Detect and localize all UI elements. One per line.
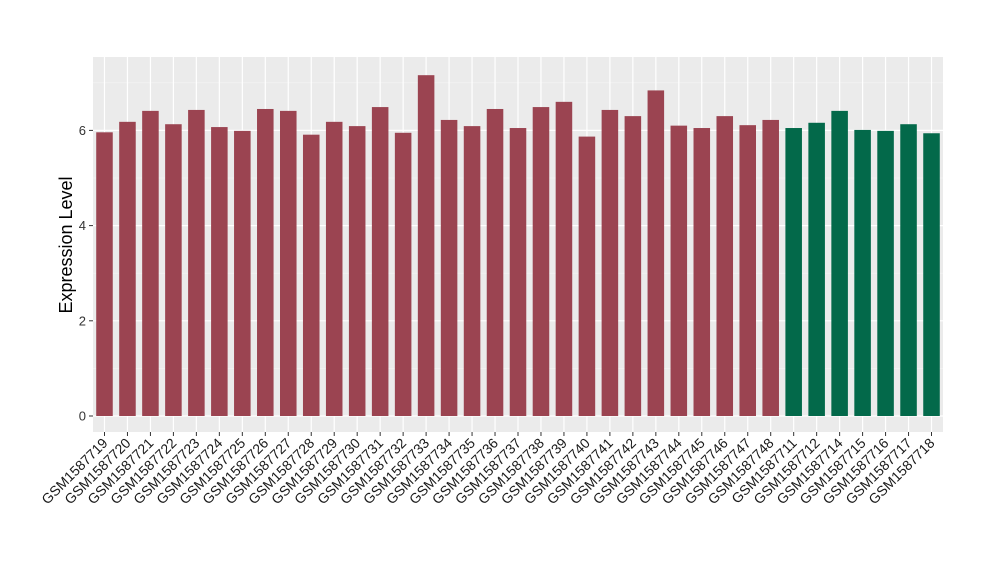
bar-GSM1587714 [831,110,848,416]
bar-GSM1587717 [900,124,917,416]
bar-GSM1587740 [578,136,596,416]
bar-GSM1587729 [325,121,343,416]
bar-GSM1587712 [808,122,825,416]
y-axis: 0 2 4 6 [79,123,93,424]
bar-GSM1587726 [257,108,274,416]
bar-GSM1587719 [96,132,113,416]
bar-GSM1587737 [509,128,527,416]
bar-GSM1587734 [440,119,458,416]
bar-GSM1587725 [234,130,251,416]
x-axis: GSM1587719GSM1587720GSM1587721GSM1587722… [38,432,938,507]
bar-GSM1587724 [211,127,228,417]
bar-GSM1587730 [348,126,366,416]
bar-GSM1587715 [854,129,871,416]
y-tick-label: 0 [79,409,86,424]
bar-GSM1587743 [647,90,665,416]
bar-GSM1587721 [142,110,159,416]
bar-GSM1587735 [463,126,481,416]
bar-GSM1587728 [302,134,320,416]
bar-GSM1587741 [601,109,619,416]
bar-GSM1587742 [624,116,642,417]
y-tick-label: 6 [79,123,86,138]
bar-GSM1587739 [555,101,573,416]
bar-GSM1587745 [693,128,711,416]
bar-GSM1587732 [394,132,412,416]
bar-GSM1587738 [532,107,550,417]
bar-GSM1587723 [188,109,205,416]
bar-GSM1587746 [716,116,734,417]
bar-GSM1587718 [923,133,940,417]
bar-GSM1587733 [417,75,435,417]
bar-GSM1587744 [670,125,688,416]
y-tick-label: 2 [79,313,86,328]
bar-GSM1587711 [785,128,802,416]
bar-GSM1587748 [762,119,779,416]
bar-GSM1587722 [165,124,182,416]
y-axis-title: Expression Level [56,176,76,313]
bar-GSM1587731 [371,107,389,417]
y-tick-label: 4 [79,218,86,233]
bar-GSM1587720 [119,121,136,416]
bar-GSM1587727 [280,110,297,416]
bars [96,75,940,417]
bar-GSM1587747 [739,125,756,416]
bar-GSM1587716 [877,130,894,416]
bar-GSM1587736 [486,108,504,416]
